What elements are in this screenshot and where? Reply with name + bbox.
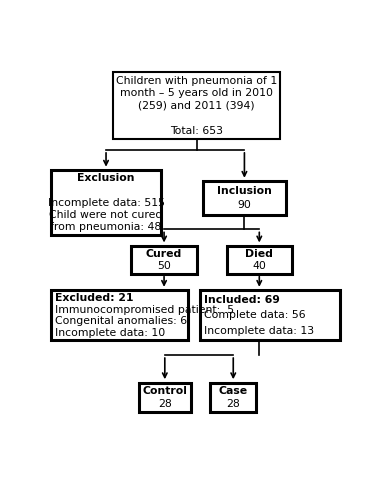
Text: 90: 90 (237, 200, 252, 210)
Text: Complete data: 56: Complete data: 56 (204, 311, 306, 320)
FancyBboxPatch shape (203, 181, 286, 215)
Text: Cured: Cured (146, 249, 182, 259)
Text: 40: 40 (252, 261, 266, 271)
Text: Excluded: 21: Excluded: 21 (55, 293, 134, 303)
Text: Children with pneumonia of 1: Children with pneumonia of 1 (116, 75, 277, 85)
Text: (259) and 2011 (394): (259) and 2011 (394) (139, 101, 255, 111)
Text: Incomplete data: 515: Incomplete data: 515 (48, 198, 164, 208)
Text: Died: Died (245, 249, 273, 259)
FancyBboxPatch shape (227, 246, 292, 274)
FancyBboxPatch shape (200, 290, 340, 340)
Text: Included: 69: Included: 69 (204, 295, 280, 305)
FancyBboxPatch shape (51, 170, 161, 235)
Text: Incomplete data: 10: Incomplete data: 10 (55, 328, 166, 338)
Text: from pneumonia: 48: from pneumonia: 48 (50, 222, 162, 232)
Text: 28: 28 (158, 399, 172, 409)
Text: Case: Case (219, 386, 248, 396)
Text: Inclusion: Inclusion (217, 186, 272, 196)
Text: month – 5 years old in 2010: month – 5 years old in 2010 (120, 88, 273, 98)
Text: 28: 28 (227, 399, 240, 409)
FancyBboxPatch shape (139, 383, 191, 412)
FancyBboxPatch shape (131, 246, 197, 274)
Text: Congenital anomalies: 6: Congenital anomalies: 6 (55, 316, 187, 326)
Text: Immunocompromised patient:  5: Immunocompromised patient: 5 (55, 305, 235, 314)
Text: 50: 50 (157, 261, 171, 271)
FancyBboxPatch shape (210, 383, 257, 412)
Text: Incomplete data: 13: Incomplete data: 13 (204, 325, 314, 336)
Text: Total: 653: Total: 653 (170, 126, 223, 136)
Text: Control: Control (142, 386, 187, 396)
Text: Child were not cured: Child were not cured (50, 210, 163, 220)
FancyBboxPatch shape (114, 72, 280, 139)
FancyBboxPatch shape (51, 290, 188, 340)
Text: Exclusion: Exclusion (77, 173, 135, 183)
